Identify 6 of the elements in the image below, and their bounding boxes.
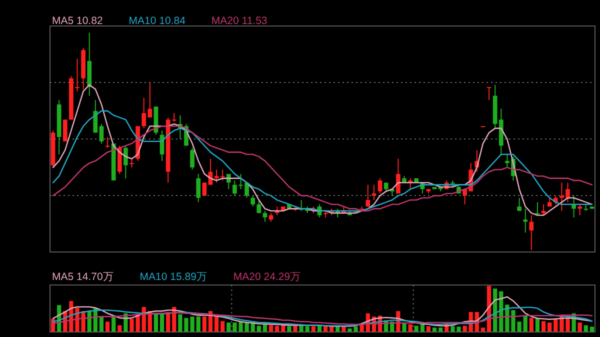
text: MA10 15.89万 [140, 271, 208, 283]
text: MA20 24.29万 [233, 271, 302, 283]
text: MA5 10.82 [52, 15, 103, 27]
text: MA10 10.84 [128, 15, 186, 27]
text: MA5 14.70万 [52, 271, 114, 283]
text: MA20 11.53 [211, 15, 268, 27]
